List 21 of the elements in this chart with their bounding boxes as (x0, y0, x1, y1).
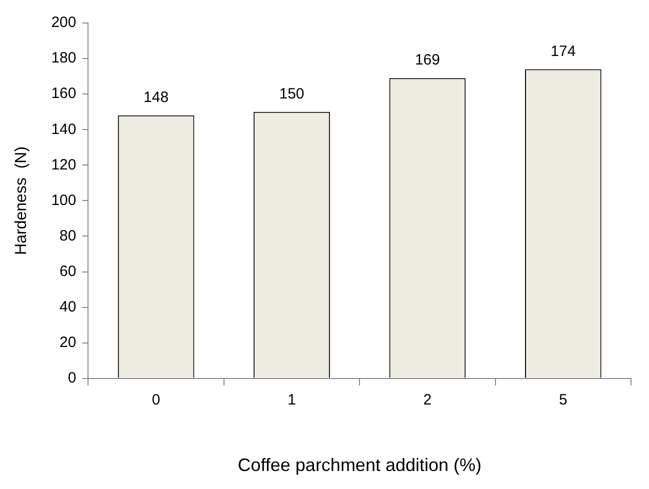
y-tick-label: 20 (60, 334, 76, 351)
y-tick-label: 0 (68, 370, 76, 387)
x-tick-label: 1 (288, 392, 296, 409)
y-tick-label: 140 (51, 120, 76, 138)
y-tick-label: 160 (51, 85, 76, 102)
y-tick-label: 180 (51, 50, 76, 67)
y-tick-label: 60 (60, 262, 76, 280)
y-axis-title: Hardeness (N) (13, 146, 30, 255)
y-tick-label: 120 (51, 156, 76, 174)
x-tick-label: 0 (152, 392, 160, 409)
data-label: 169 (414, 52, 440, 69)
y-tick-label: 80 (60, 227, 76, 244)
data-label: 150 (279, 85, 304, 102)
y-tick-label: 100 (51, 192, 76, 209)
x-axis-title: Coffee parchment addition (%) (238, 455, 482, 476)
y-tick-label: 40 (60, 298, 76, 316)
x-tick-label: 5 (558, 392, 568, 409)
x-tick-label: 2 (423, 392, 432, 409)
data-label: 174 (550, 42, 576, 60)
data-label: 148 (144, 89, 169, 106)
y-tick-label: 200 (51, 14, 76, 32)
